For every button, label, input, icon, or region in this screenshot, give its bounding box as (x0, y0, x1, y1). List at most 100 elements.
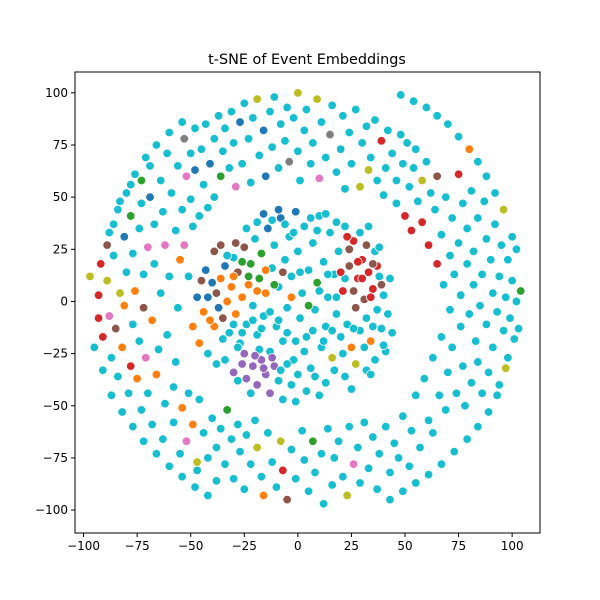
scatter-point (222, 296, 232, 307)
scatter-point (177, 117, 187, 127)
scatter-point (466, 186, 477, 196)
scatter-point (233, 342, 243, 353)
scatter-point (331, 292, 342, 302)
scatter-point (490, 219, 500, 229)
scatter-point (453, 238, 464, 248)
scatter-point (432, 171, 442, 181)
scatter-point (267, 215, 277, 225)
scatter-point (258, 209, 269, 219)
scatter-point (188, 419, 198, 430)
scatter-point (404, 182, 414, 192)
scatter-point (376, 323, 387, 334)
scatter-point (126, 361, 136, 371)
scatter-point (190, 165, 200, 175)
scatter-point (205, 315, 215, 325)
scatter-point (293, 88, 303, 98)
scatter-point (160, 398, 170, 409)
scatter-point (181, 171, 192, 181)
scatter-point (301, 386, 312, 396)
scatter-point (353, 257, 363, 267)
scatter-point (248, 113, 258, 123)
scatter-point (130, 169, 140, 179)
scatter-point (447, 213, 457, 223)
scatter-point (505, 313, 515, 323)
scatter-point (344, 261, 354, 271)
scatter-point (338, 471, 348, 482)
scatter-point (117, 407, 127, 417)
scatter-point (168, 382, 179, 392)
scatter-point (258, 125, 269, 136)
scatter-point (381, 421, 391, 432)
scatter-point (134, 336, 144, 346)
scatter-point (419, 373, 429, 384)
scatter-point (143, 242, 153, 252)
scatter-point (368, 321, 378, 332)
plot-frame (74, 71, 541, 534)
scatter-point (468, 246, 479, 257)
scatter-point (385, 467, 395, 478)
scatter-point (237, 159, 247, 169)
scatter-point (361, 121, 372, 131)
scatter-point (314, 286, 324, 296)
scatter-point (303, 265, 314, 275)
scatter-point (252, 442, 262, 453)
scatter-point (188, 321, 198, 332)
scatter-point (138, 269, 149, 280)
scatter-point (391, 198, 402, 209)
scatter-point (115, 288, 125, 298)
scatter-point (318, 499, 329, 509)
scatter-point (231, 182, 241, 192)
scatter-point (173, 303, 183, 313)
scatter-point (432, 259, 442, 269)
scatter-point (464, 309, 474, 319)
scatter-point (175, 449, 185, 459)
scatter-point (372, 175, 382, 186)
scatter-point (408, 96, 419, 106)
scatter-point (93, 290, 104, 300)
scatter-point (453, 131, 464, 142)
scatter-point (396, 90, 406, 100)
scatter-point (477, 269, 487, 280)
scatter-point (89, 342, 99, 353)
y-tick-label: −75 (43, 451, 68, 465)
scatter-point (327, 353, 337, 363)
scatter-point (430, 204, 440, 215)
scatter-point (224, 163, 234, 173)
scatter-point (203, 348, 213, 359)
scatter-point (385, 494, 395, 505)
scatter-point (368, 259, 378, 269)
scatter-point (164, 271, 174, 282)
scatter-point (126, 179, 136, 190)
scatter-point (327, 325, 337, 336)
scatter-point (273, 315, 284, 325)
scatter-point (216, 424, 226, 434)
scatter-point (226, 106, 237, 117)
scatter-point (372, 484, 382, 494)
scatter-point (128, 421, 138, 432)
scatter-point (239, 98, 249, 108)
y-tick-label: 0 (60, 294, 68, 308)
scatter-point (321, 378, 331, 388)
scatter-point (138, 303, 149, 313)
scatter-point (104, 227, 114, 238)
scatter-point (413, 196, 423, 207)
scatter-point (513, 323, 524, 334)
scatter-point (445, 250, 455, 261)
y-tick-label: −25 (43, 347, 68, 361)
scatter-point (235, 446, 245, 457)
scatter-point (218, 313, 228, 323)
scatter-point (460, 401, 470, 411)
scatter-point (248, 300, 258, 311)
scatter-point (183, 388, 194, 398)
scatter-point (267, 457, 277, 467)
scatter-point (263, 428, 273, 438)
scatter-point (164, 461, 174, 471)
scatter-point (492, 307, 502, 317)
scatter-point (299, 221, 309, 232)
scatter-point (368, 284, 378, 294)
scatter-point (331, 217, 342, 227)
scatter-point (145, 161, 155, 171)
scatter-point (246, 388, 256, 398)
scatter-point (267, 142, 277, 152)
scatter-point (503, 353, 513, 363)
